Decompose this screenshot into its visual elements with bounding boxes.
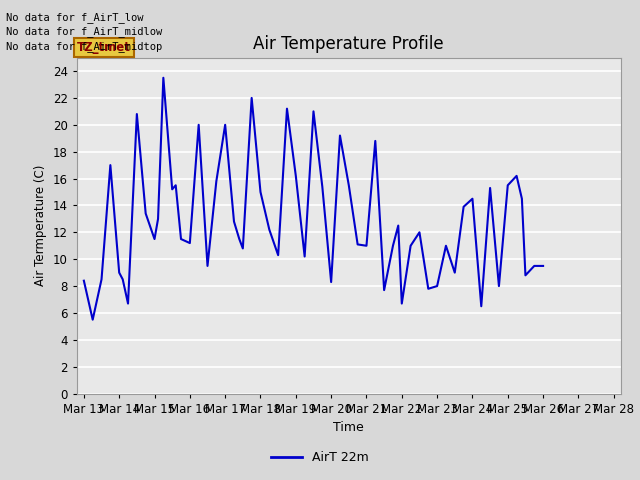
X-axis label: Time: Time [333, 421, 364, 434]
Legend: AirT 22m: AirT 22m [266, 446, 374, 469]
Text: No data for f_AirT_midlow: No data for f_AirT_midlow [6, 26, 163, 37]
Text: TZ_tmet: TZ_tmet [77, 41, 131, 54]
Title: Air Temperature Profile: Air Temperature Profile [253, 35, 444, 53]
Text: No data for f_AirT_midtop: No data for f_AirT_midtop [6, 41, 163, 52]
Text: No data for f_AirT_low: No data for f_AirT_low [6, 12, 144, 23]
Y-axis label: Air Termperature (C): Air Termperature (C) [34, 165, 47, 286]
